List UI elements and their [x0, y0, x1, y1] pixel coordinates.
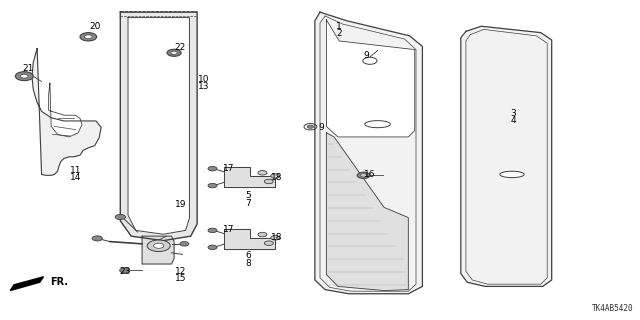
Text: TK4AB5420: TK4AB5420 [592, 304, 634, 313]
Text: 14: 14 [70, 173, 81, 182]
Circle shape [208, 228, 217, 233]
Circle shape [208, 183, 217, 188]
Circle shape [264, 241, 273, 245]
Polygon shape [49, 83, 82, 137]
Text: 15: 15 [175, 274, 186, 283]
Text: 18: 18 [271, 173, 282, 182]
Circle shape [84, 35, 92, 39]
Text: 22: 22 [175, 44, 186, 52]
Circle shape [357, 172, 370, 179]
Polygon shape [315, 12, 422, 294]
Polygon shape [224, 229, 275, 249]
Text: 5: 5 [246, 191, 251, 200]
Text: 11: 11 [70, 166, 81, 175]
Text: 18: 18 [271, 233, 282, 242]
Text: 2: 2 [337, 29, 342, 38]
Text: 7: 7 [246, 199, 251, 208]
Circle shape [167, 49, 181, 56]
Text: 3: 3 [511, 109, 516, 118]
Text: 1: 1 [337, 22, 342, 31]
Circle shape [258, 171, 267, 175]
Text: 8: 8 [246, 259, 251, 268]
Polygon shape [224, 167, 275, 187]
Polygon shape [128, 18, 189, 234]
Text: 17: 17 [223, 225, 235, 234]
Circle shape [80, 33, 97, 41]
Text: 16: 16 [364, 170, 376, 179]
Circle shape [208, 166, 217, 171]
Circle shape [15, 72, 33, 81]
Circle shape [154, 243, 164, 248]
Circle shape [258, 232, 267, 237]
Text: 17: 17 [223, 164, 235, 173]
Text: 9: 9 [364, 52, 369, 60]
Circle shape [208, 245, 217, 250]
Polygon shape [461, 26, 552, 286]
Text: 20: 20 [89, 22, 100, 31]
Circle shape [271, 174, 280, 178]
Text: 4: 4 [511, 116, 516, 125]
Circle shape [20, 74, 28, 78]
Text: 21: 21 [22, 64, 34, 73]
Text: 13: 13 [198, 82, 209, 91]
Polygon shape [32, 49, 101, 175]
Polygon shape [326, 20, 415, 137]
Circle shape [115, 214, 125, 220]
Text: 9: 9 [319, 123, 324, 132]
Circle shape [92, 236, 102, 241]
Circle shape [264, 179, 273, 184]
Text: 10: 10 [198, 75, 209, 84]
Circle shape [171, 51, 177, 54]
Text: 19: 19 [175, 200, 186, 209]
Text: 23: 23 [119, 267, 131, 276]
Text: FR.: FR. [50, 277, 68, 287]
Circle shape [307, 125, 314, 128]
Ellipse shape [500, 171, 524, 178]
Circle shape [304, 124, 317, 130]
Circle shape [120, 268, 130, 273]
Text: 6: 6 [246, 252, 251, 260]
Circle shape [360, 174, 367, 177]
Polygon shape [326, 133, 408, 291]
Polygon shape [120, 12, 197, 241]
Circle shape [271, 236, 280, 240]
Polygon shape [142, 236, 174, 264]
Polygon shape [10, 277, 44, 291]
Circle shape [363, 57, 377, 64]
Ellipse shape [365, 121, 390, 128]
Circle shape [147, 240, 170, 252]
Text: 12: 12 [175, 267, 186, 276]
Circle shape [180, 242, 189, 246]
